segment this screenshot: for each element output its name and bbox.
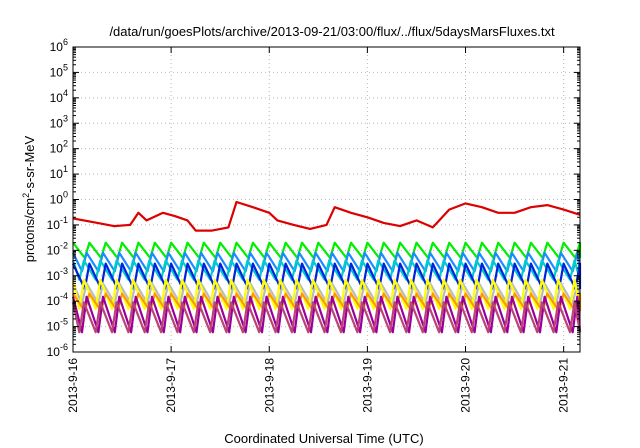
- y-tick-label: 10-3: [47, 266, 68, 283]
- y-tick-label-base: 10: [50, 65, 64, 79]
- y-tick-label-exp: 6: [63, 37, 68, 47]
- x-tick-label: 2013-9-18: [262, 358, 276, 413]
- y-tick-label: 106: [50, 37, 68, 54]
- y-tick-label-exp: 3: [63, 113, 68, 123]
- y-tick-label: 102: [50, 139, 68, 156]
- y-tick-label-base: 10: [50, 142, 64, 156]
- series-line-3: [71, 259, 582, 281]
- y-tick-label-base: 10: [50, 167, 64, 181]
- y-tick-label-base: 10: [47, 269, 61, 283]
- y-tick-label: 104: [50, 88, 68, 105]
- y-tick-label-exp: 2: [63, 139, 68, 149]
- series-line-main: [72, 200, 581, 232]
- x-axis-label: Coordinated Universal Time (UTC): [224, 431, 423, 446]
- y-tick-label: 10-5: [47, 317, 68, 334]
- series-line-5: [71, 282, 582, 305]
- chart-title: /data/run/goesPlots/archive/2013-09-21/0…: [109, 24, 555, 39]
- y-tick-label-exp: -4: [60, 291, 68, 301]
- y-tick-label: 100: [50, 190, 68, 207]
- y-tick-label-exp: 4: [63, 88, 68, 98]
- y-tick-label-exp: 0: [63, 190, 68, 200]
- y-tick-label-exp: 5: [63, 62, 68, 72]
- y-tick-label-base: 10: [47, 320, 61, 334]
- x-tick-labels: 2013-9-16 2013-9-17 2013-9-18 2013-9-19 2013…: [66, 358, 571, 413]
- y-tick-label: 10-2: [47, 240, 68, 257]
- series-line-4: [72, 262, 582, 291]
- y-axis-label-rest: -s-sr-MeV: [22, 135, 37, 192]
- y-axis-label: protons/cm2-s-sr-MeV: [21, 135, 37, 262]
- y-tick-label-exp: -5: [60, 317, 68, 327]
- y-tick-label: 105: [50, 62, 68, 79]
- y-tick-label-exp: -3: [60, 266, 68, 276]
- x-tick-label: 2013-9-16: [66, 358, 80, 413]
- y-tick-label: 10-6: [47, 342, 68, 359]
- y-tick-label-base: 10: [47, 294, 61, 308]
- y-axis-label-main: protons/cm: [22, 198, 37, 262]
- series-layer: [71, 200, 582, 334]
- y-axis-label-sup: 2: [21, 193, 31, 198]
- ticks: [72, 46, 580, 353]
- y-tick-label-base: 10: [47, 243, 61, 257]
- y-tick-label-base: 10: [50, 116, 64, 130]
- series-line-7: [72, 292, 582, 313]
- x-tick-label: 2013-9-17: [164, 358, 178, 413]
- x-tick-label: 2013-9-19: [360, 358, 374, 413]
- x-tick-label: 2013-9-21: [557, 358, 571, 413]
- y-tick-label-base: 10: [50, 193, 64, 207]
- series-line-8: [71, 295, 582, 334]
- y-tick-label-exp: 1: [63, 164, 68, 174]
- y-tick-label-exp: -1: [60, 215, 68, 225]
- y-tick-label-exp: -6: [60, 342, 68, 352]
- y-tick-label-base: 10: [50, 40, 64, 54]
- series-line-1: [72, 241, 582, 260]
- y-tick-labels: 10-610-510-410-310-210-11001011021031041…: [47, 37, 68, 359]
- y-tick-label-base: 10: [50, 91, 64, 105]
- y-tick-label: 101: [50, 164, 68, 181]
- y-tick-label: 10-1: [47, 215, 68, 232]
- series-line-9: [71, 301, 582, 334]
- y-tick-label-exp: -2: [60, 240, 68, 250]
- x-tick-label: 2013-9-20: [459, 358, 473, 413]
- y-tick-label-base: 10: [47, 345, 61, 359]
- y-tick-label-base: 10: [47, 218, 61, 232]
- y-tick-label: 10-4: [47, 291, 68, 308]
- y-tick-label: 103: [50, 113, 68, 130]
